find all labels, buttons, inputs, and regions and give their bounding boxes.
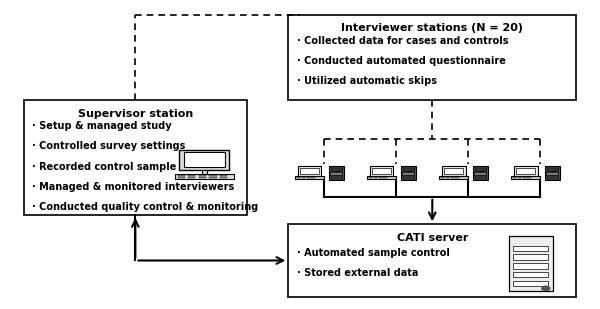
Bar [300, 167, 319, 174]
Bar [178, 177, 185, 178]
Bar [441, 177, 445, 178]
Bar [374, 177, 377, 178]
Text: CATI server: CATI server [397, 233, 468, 243]
Text: · Recorded control sample: · Recorded control sample [32, 162, 177, 172]
Bar [509, 236, 553, 291]
Bar [514, 254, 548, 260]
Text: · Utilized automatic skips: · Utilized automatic skips [297, 76, 437, 86]
Bar [545, 166, 560, 180]
Bar [295, 176, 324, 179]
Bar [379, 177, 382, 178]
Bar [403, 166, 413, 171]
Bar [383, 177, 386, 178]
Bar [514, 281, 548, 286]
Bar [331, 175, 341, 180]
Bar [329, 166, 344, 180]
Bar [202, 170, 208, 174]
Bar [514, 246, 548, 251]
Bar [513, 177, 517, 178]
Bar [474, 172, 486, 175]
Bar [307, 177, 310, 178]
Bar [442, 166, 466, 176]
Bar [523, 177, 526, 178]
Bar [547, 166, 557, 171]
Bar [370, 166, 394, 176]
Bar [188, 177, 196, 178]
Bar [473, 166, 488, 180]
Text: · Stored external data: · Stored external data [297, 268, 418, 278]
Bar [23, 100, 247, 215]
Bar [367, 176, 396, 179]
Bar [369, 177, 373, 178]
Bar [514, 263, 548, 269]
Bar [184, 152, 225, 167]
Bar [331, 166, 341, 171]
Bar [445, 167, 463, 174]
Bar [311, 177, 314, 178]
Bar [446, 177, 449, 178]
Text: · Controlled survey settings: · Controlled survey settings [32, 142, 186, 151]
Bar [199, 177, 206, 178]
Bar [220, 177, 227, 178]
Bar [179, 150, 229, 170]
Circle shape [542, 286, 550, 290]
Bar [475, 166, 485, 171]
Bar [298, 166, 322, 176]
Text: · Collected data for cases and controls: · Collected data for cases and controls [297, 36, 509, 46]
Text: Supervisor station: Supervisor station [78, 109, 193, 119]
Bar [302, 177, 305, 178]
Bar [209, 177, 217, 178]
Bar [373, 167, 391, 174]
Bar [297, 177, 300, 178]
Bar [439, 176, 468, 179]
Bar [288, 224, 577, 297]
Bar [514, 166, 538, 176]
Bar [518, 177, 521, 178]
Text: Interviewer stations (N = 20): Interviewer stations (N = 20) [341, 23, 523, 33]
Bar [455, 177, 458, 178]
Text: · Conducted automated questionnaire: · Conducted automated questionnaire [297, 56, 506, 66]
Bar [546, 172, 558, 175]
Bar [475, 175, 485, 180]
Text: · Automated sample control: · Automated sample control [297, 248, 450, 258]
Bar [403, 175, 413, 180]
Text: · Managed & monitored interviewers: · Managed & monitored interviewers [32, 182, 235, 192]
Bar [451, 177, 454, 178]
Bar [514, 272, 548, 277]
Bar [547, 175, 557, 180]
Bar [527, 177, 530, 178]
Bar [517, 167, 535, 174]
Bar [288, 15, 577, 100]
Bar [511, 176, 540, 179]
Bar [401, 166, 416, 180]
Bar [175, 174, 234, 179]
Text: · Setup & managed study: · Setup & managed study [32, 121, 172, 131]
Bar [402, 172, 414, 175]
Bar [330, 172, 342, 175]
Text: · Conducted quality control & monitoring: · Conducted quality control & monitoring [32, 202, 259, 212]
